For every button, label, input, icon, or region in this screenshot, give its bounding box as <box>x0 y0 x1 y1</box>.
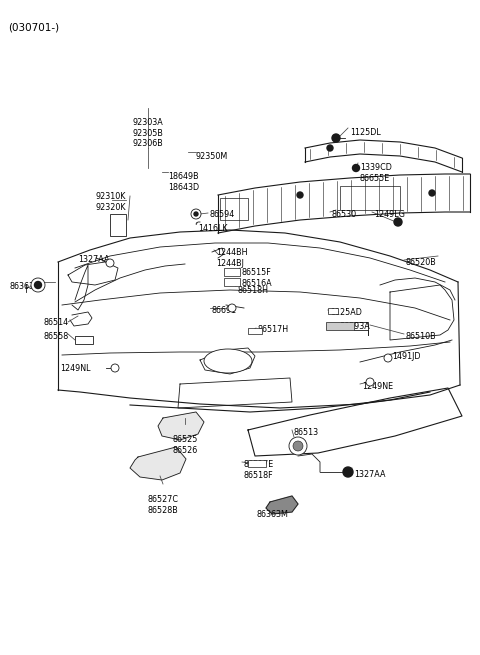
Circle shape <box>327 145 333 151</box>
Polygon shape <box>158 412 204 440</box>
Text: 92350M: 92350M <box>196 152 228 161</box>
Text: 92310K
92320K: 92310K 92320K <box>96 192 127 212</box>
Text: 1339CD
86655E: 1339CD 86655E <box>360 163 392 183</box>
Circle shape <box>194 212 198 216</box>
Circle shape <box>394 218 402 226</box>
Text: 1125AD: 1125AD <box>330 308 362 317</box>
Circle shape <box>191 209 201 219</box>
Text: 1416LK: 1416LK <box>198 224 228 233</box>
Text: 1249NE: 1249NE <box>362 382 393 391</box>
Text: 86517H: 86517H <box>258 325 289 334</box>
Text: 1244BH
1244BJ: 1244BH 1244BJ <box>216 248 248 268</box>
Bar <box>328 308 338 314</box>
Circle shape <box>31 278 45 292</box>
Text: 86517E
86518F: 86517E 86518F <box>243 460 273 479</box>
Text: 86527C
86528B: 86527C 86528B <box>147 495 179 515</box>
Text: 86515F
86516A: 86515F 86516A <box>242 268 273 288</box>
Circle shape <box>384 354 392 362</box>
Ellipse shape <box>204 349 252 373</box>
Circle shape <box>366 378 374 386</box>
Bar <box>340 186 400 210</box>
Bar <box>248 328 262 334</box>
Circle shape <box>297 192 303 198</box>
Text: 1327AA: 1327AA <box>354 470 385 479</box>
Text: 1125DL: 1125DL <box>350 128 381 137</box>
Circle shape <box>429 190 435 196</box>
Text: 86514: 86514 <box>44 318 69 327</box>
Polygon shape <box>130 447 186 480</box>
Bar <box>248 460 266 467</box>
Text: 86363M: 86363M <box>10 282 42 291</box>
Polygon shape <box>266 496 298 514</box>
Text: 86513: 86513 <box>294 428 319 437</box>
Circle shape <box>352 164 360 172</box>
Circle shape <box>35 282 41 288</box>
Bar <box>224 278 240 286</box>
Text: 86525
86526: 86525 86526 <box>172 435 198 455</box>
Text: 1491JD: 1491JD <box>392 352 420 361</box>
Text: 86594: 86594 <box>210 210 235 219</box>
Circle shape <box>106 259 114 267</box>
Text: 92303A
92305B
92306B: 92303A 92305B 92306B <box>132 118 163 149</box>
Text: 86518H: 86518H <box>238 286 269 295</box>
Text: 86363M: 86363M <box>256 510 288 519</box>
Text: 86691: 86691 <box>212 306 237 315</box>
Bar <box>326 322 354 330</box>
Text: 1249LG: 1249LG <box>374 210 405 219</box>
Circle shape <box>332 134 340 142</box>
Text: 18649B
18643D: 18649B 18643D <box>168 172 199 192</box>
Bar <box>220 198 248 220</box>
Bar <box>75 336 93 344</box>
Bar <box>224 268 240 276</box>
Bar <box>110 214 126 236</box>
Circle shape <box>228 304 236 312</box>
Text: 86510B: 86510B <box>406 332 437 341</box>
Text: 86530: 86530 <box>332 210 357 219</box>
Text: 1249NL: 1249NL <box>60 364 91 373</box>
Text: (030701-): (030701-) <box>8 22 59 32</box>
Text: 86558: 86558 <box>44 332 69 341</box>
Circle shape <box>293 441 303 451</box>
Circle shape <box>343 467 353 477</box>
Circle shape <box>111 364 119 372</box>
Circle shape <box>289 437 307 455</box>
Text: 86520B: 86520B <box>406 258 437 267</box>
Text: 1327AA: 1327AA <box>78 255 109 264</box>
Text: 86593A: 86593A <box>340 322 371 331</box>
